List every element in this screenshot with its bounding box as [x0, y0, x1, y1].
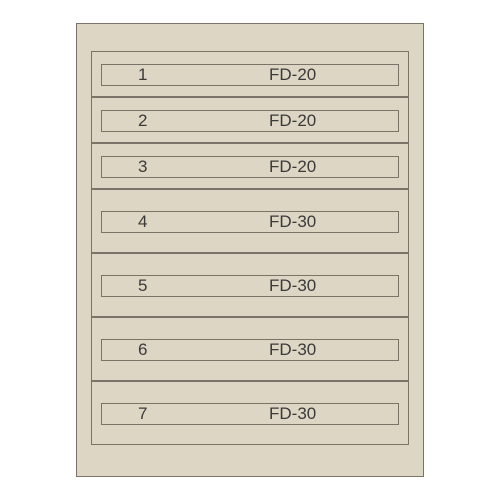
drawer-code: FD-30	[269, 404, 316, 424]
drawer-number: 6	[138, 340, 147, 360]
drawer-section-1: 1 FD-20	[91, 51, 409, 97]
drawer-code: FD-30	[269, 340, 316, 360]
drawer-number: 5	[138, 276, 147, 296]
drawer-section-3: 3 FD-20	[91, 143, 409, 189]
drawer-section-5: 5 FD-30	[91, 253, 409, 317]
cabinet-panel: 1 FD-20 2 FD-20 3 FD-20 4 FD-30 5 FD-30 6 FD-30 7 FD-…	[76, 23, 424, 477]
drawer-slot-7: 7 FD-30	[101, 403, 399, 425]
drawer-section-6: 6 FD-30	[91, 317, 409, 381]
drawer-slot-6: 6 FD-30	[101, 339, 399, 361]
drawer-code: FD-30	[269, 212, 316, 232]
drawer-number: 3	[138, 157, 147, 177]
drawer-number: 4	[138, 212, 147, 232]
drawer-slot-5: 5 FD-30	[101, 275, 399, 297]
drawer-section-2: 2 FD-20	[91, 97, 409, 143]
drawer-slot-4: 4 FD-30	[101, 211, 399, 233]
drawer-code: FD-20	[269, 65, 316, 85]
drawer-slot-2: 2 FD-20	[101, 110, 399, 132]
drawer-slot-1: 1 FD-20	[101, 64, 399, 86]
drawer-number: 1	[138, 65, 147, 85]
drawer-slot-3: 3 FD-20	[101, 156, 399, 178]
drawer-code: FD-20	[269, 111, 316, 131]
drawer-code: FD-30	[269, 276, 316, 296]
drawer-number: 7	[138, 404, 147, 424]
drawer-section-4: 4 FD-30	[91, 189, 409, 253]
drawer-code: FD-20	[269, 157, 316, 177]
drawer-number: 2	[138, 111, 147, 131]
drawer-section-7: 7 FD-30	[91, 381, 409, 445]
